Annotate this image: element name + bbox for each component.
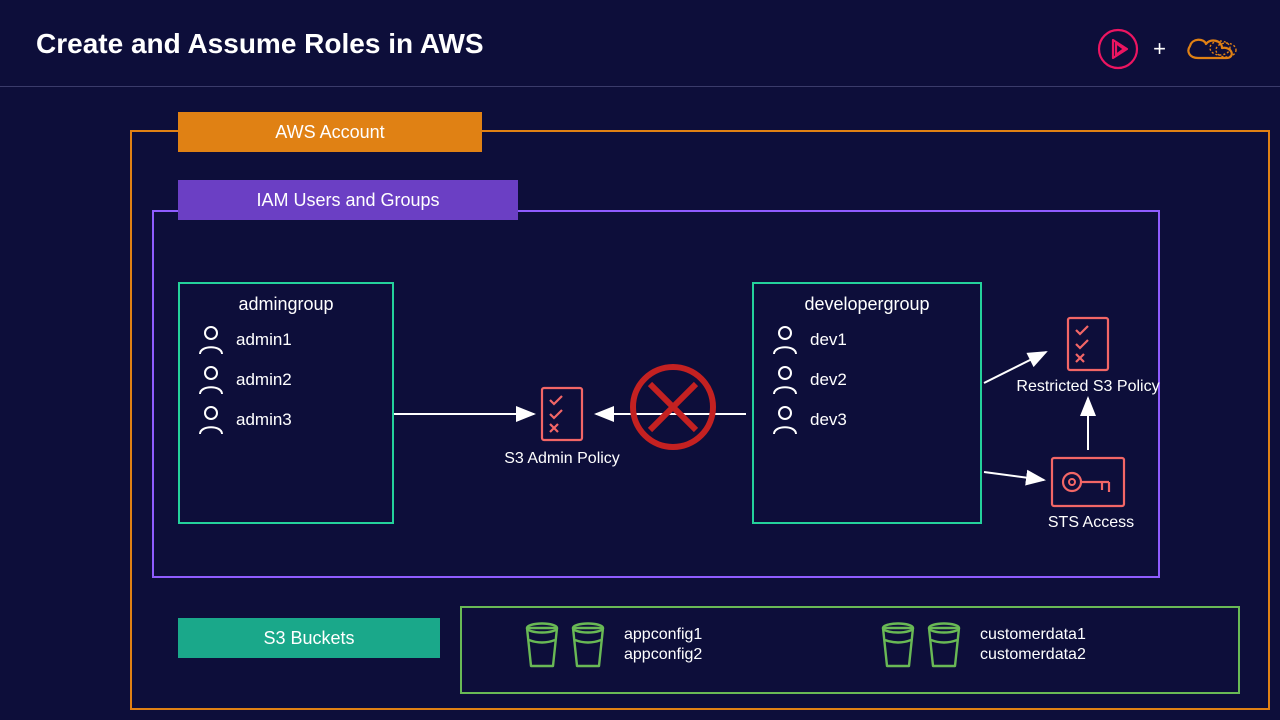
developer-group-box: developergroup dev1 dev2 dev3 (752, 282, 982, 524)
bucket-set-2: customerdata1 customerdata2 (878, 620, 1086, 670)
user-icon (772, 365, 798, 395)
bucket-icon (568, 620, 608, 670)
user-name: admin3 (236, 410, 292, 430)
bucket-icon (878, 620, 918, 670)
sts-access (1050, 456, 1126, 508)
pluralsight-logo-icon (1097, 28, 1139, 70)
user-name: dev2 (810, 370, 847, 390)
user-row: dev1 (772, 325, 980, 355)
bucket-icon (924, 620, 964, 670)
iam-label: IAM Users and Groups (178, 180, 518, 220)
s3-buckets-label: S3 Buckets (178, 618, 440, 658)
s3-admin-policy (540, 386, 584, 442)
policy-doc-icon (1066, 316, 1110, 372)
deny-icon (628, 362, 718, 452)
page-title: Create and Assume Roles in AWS (36, 28, 484, 60)
logo-group: + (1097, 28, 1244, 70)
user-icon (198, 405, 224, 435)
cloud-guru-logo-icon (1180, 28, 1244, 70)
user-row: admin2 (198, 365, 392, 395)
policy-doc-icon (540, 386, 584, 442)
admin-group-title: admingroup (180, 294, 392, 315)
bucket-icon (522, 620, 562, 670)
admin-group-box: admingroup admin1 admin2 admin3 (178, 282, 394, 524)
aws-account-label: AWS Account (178, 112, 482, 152)
bucket-name: appconfig1 (624, 625, 702, 645)
user-row: admin1 (198, 325, 392, 355)
user-name: dev3 (810, 410, 847, 430)
s3-admin-policy-label: S3 Admin Policy (502, 450, 622, 468)
user-name: admin1 (236, 330, 292, 350)
user-row: dev3 (772, 405, 980, 435)
sts-access-label: STS Access (1046, 514, 1136, 532)
user-name: dev1 (810, 330, 847, 350)
bucket-name: customerdata1 (980, 625, 1086, 645)
user-icon (198, 365, 224, 395)
plus-icon: + (1153, 36, 1166, 62)
user-row: dev2 (772, 365, 980, 395)
user-icon (198, 325, 224, 355)
key-icon (1050, 456, 1126, 508)
bucket-name: customerdata2 (980, 645, 1086, 665)
developer-group-title: developergroup (754, 294, 980, 315)
restricted-s3-policy (1066, 316, 1110, 372)
user-row: admin3 (198, 405, 392, 435)
bucket-set-1: appconfig1 appconfig2 (522, 620, 702, 670)
user-icon (772, 405, 798, 435)
user-icon (772, 325, 798, 355)
restricted-s3-policy-label: Restricted S3 Policy (1016, 378, 1160, 396)
bucket-name: appconfig2 (624, 645, 702, 665)
header-divider (0, 86, 1280, 87)
user-name: admin2 (236, 370, 292, 390)
